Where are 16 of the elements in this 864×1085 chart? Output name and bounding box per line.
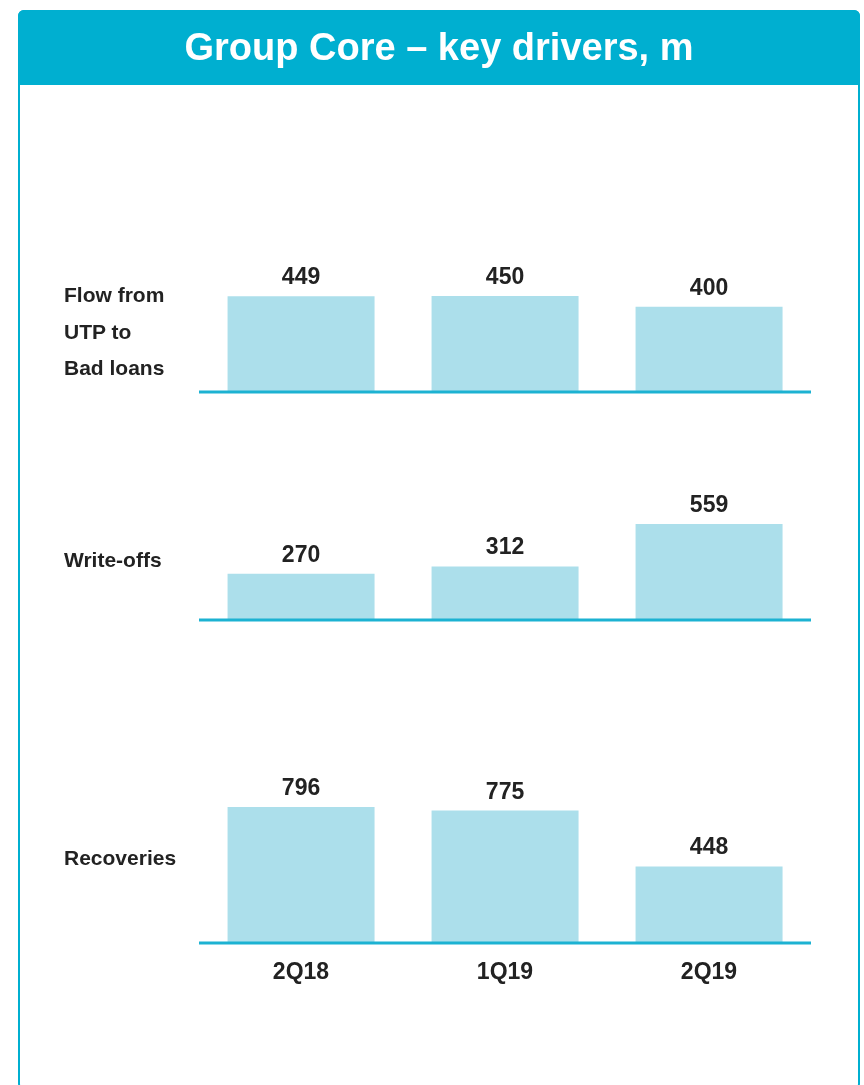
data-label: 775 (485, 777, 525, 804)
y-axis-title: Write-offs (64, 546, 162, 573)
x-tick-label: 1Q19 (476, 958, 534, 985)
data-label: 450 (485, 263, 525, 289)
data-label: 312 (485, 533, 525, 560)
data-label: 448 (689, 833, 729, 860)
data-label: 270 (281, 540, 321, 567)
data-label: 400 (689, 273, 729, 300)
data-label: 559 (689, 491, 729, 517)
chart-title: Group Core – key drivers, m (184, 26, 694, 69)
data-label: 449 (281, 263, 321, 290)
x-tick-label: 2Q19 (680, 958, 738, 985)
data-label: 796 (281, 774, 321, 800)
x-tick-label: 2Q18 (272, 958, 330, 985)
y-axis-title: Flow from UTP to Bad loans (64, 281, 166, 382)
y-axis-title: Recoveries (64, 844, 177, 871)
